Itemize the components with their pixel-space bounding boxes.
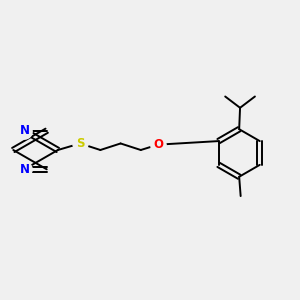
Text: N: N <box>20 163 29 176</box>
Text: O: O <box>153 138 163 151</box>
Text: S: S <box>76 137 84 150</box>
Text: N: N <box>20 124 29 137</box>
